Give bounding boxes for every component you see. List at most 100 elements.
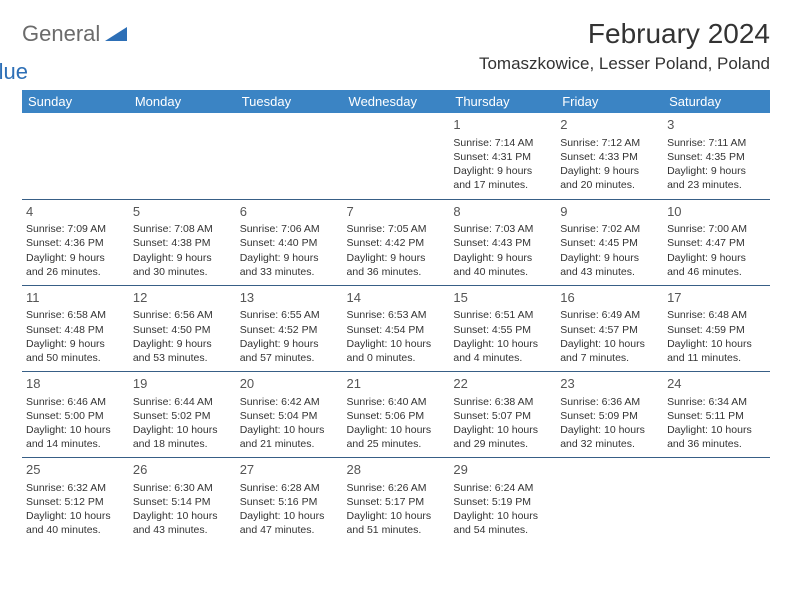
daylight-text: and 25 minutes. [347, 437, 446, 451]
sunset-text: Sunset: 5:14 PM [133, 495, 232, 509]
day-header: Friday [556, 90, 663, 113]
calendar-cell [236, 113, 343, 199]
sunrise-text: Sunrise: 6:44 AM [133, 395, 232, 409]
daylight-text: Daylight: 10 hours [240, 423, 339, 437]
daylight-text: Daylight: 9 hours [667, 164, 766, 178]
daylight-text: and 54 minutes. [453, 523, 552, 537]
sunrise-text: Sunrise: 6:36 AM [560, 395, 659, 409]
logo: General Blue [22, 24, 127, 82]
day-number: 3 [667, 116, 766, 134]
sunset-text: Sunset: 5:00 PM [26, 409, 125, 423]
day-number: 9 [560, 203, 659, 221]
sunset-text: Sunset: 4:47 PM [667, 236, 766, 250]
daylight-text: and 21 minutes. [240, 437, 339, 451]
daylight-text: Daylight: 9 hours [133, 337, 232, 351]
daylight-text: and 36 minutes. [667, 437, 766, 451]
calendar-body: 1Sunrise: 7:14 AMSunset: 4:31 PMDaylight… [22, 113, 770, 544]
sunrise-text: Sunrise: 7:09 AM [26, 222, 125, 236]
daylight-text: Daylight: 10 hours [347, 337, 446, 351]
daylight-text: and 40 minutes. [453, 265, 552, 279]
daylight-text: and 43 minutes. [133, 523, 232, 537]
daylight-text: Daylight: 10 hours [560, 423, 659, 437]
day-number: 25 [26, 461, 125, 479]
calendar-cell: 1Sunrise: 7:14 AMSunset: 4:31 PMDaylight… [449, 113, 556, 199]
month-title: February 2024 [479, 18, 770, 50]
daylight-text: Daylight: 9 hours [560, 251, 659, 265]
calendar-week-row: 1Sunrise: 7:14 AMSunset: 4:31 PMDaylight… [22, 113, 770, 199]
sunset-text: Sunset: 4:48 PM [26, 323, 125, 337]
day-number: 6 [240, 203, 339, 221]
sunset-text: Sunset: 4:57 PM [560, 323, 659, 337]
day-number: 12 [133, 289, 232, 307]
day-number: 15 [453, 289, 552, 307]
calendar-cell [129, 113, 236, 199]
sunset-text: Sunset: 5:04 PM [240, 409, 339, 423]
daylight-text: Daylight: 10 hours [453, 509, 552, 523]
daylight-text: Daylight: 10 hours [133, 509, 232, 523]
daylight-text: and 0 minutes. [347, 351, 446, 365]
daylight-text: Daylight: 10 hours [26, 509, 125, 523]
day-number: 5 [133, 203, 232, 221]
sunrise-text: Sunrise: 7:05 AM [347, 222, 446, 236]
calendar-cell: 24Sunrise: 6:34 AMSunset: 5:11 PMDayligh… [663, 372, 770, 458]
day-number: 24 [667, 375, 766, 393]
calendar-week-row: 11Sunrise: 6:58 AMSunset: 4:48 PMDayligh… [22, 285, 770, 371]
calendar-cell: 6Sunrise: 7:06 AMSunset: 4:40 PMDaylight… [236, 199, 343, 285]
calendar-week-row: 18 Sunrise: 6:46 AMSunset: 5:00 PM Dayligh… [22, 372, 770, 458]
logo-triangle-icon [105, 25, 127, 44]
daylight-text: and 11 minutes. [667, 351, 766, 365]
calendar-cell: 16Sunrise: 6:49 AMSunset: 4:57 PMDayligh… [556, 285, 663, 371]
daylight-text: and 46 minutes. [667, 265, 766, 279]
calendar-cell: 12Sunrise: 6:56 AMSunset: 4:50 PMDayligh… [129, 285, 236, 371]
daylight-text: and 7 minutes. [560, 351, 659, 365]
sunset-text: Sunset: 5:17 PM [347, 495, 446, 509]
day-number: 10 [667, 203, 766, 221]
day-header: Monday [129, 90, 236, 113]
sunrise-text: Sunrise: 7:00 AM [667, 222, 766, 236]
day-number: 26 [133, 461, 232, 479]
sunset-text: Sunset: 4:33 PM [560, 150, 659, 164]
sunrise-text: Sunrise: 6:42 AM [240, 395, 339, 409]
daylight-text: Daylight: 9 hours [453, 164, 552, 178]
sunset-text: Sunset: 4:52 PM [240, 323, 339, 337]
sunrise-text: Sunrise: 7:12 AM [560, 136, 659, 150]
day-number: 18 [26, 375, 125, 393]
calendar-cell: 20Sunrise: 6:42 AMSunset: 5:04 PMDayligh… [236, 372, 343, 458]
calendar-cell: 11Sunrise: 6:58 AMSunset: 4:48 PMDayligh… [22, 285, 129, 371]
calendar-cell: 3 Sunrise: 7:11 AMSunset: 4:35 PMDaylight… [663, 113, 770, 199]
sunset-text: Sunset: 4:40 PM [240, 236, 339, 250]
calendar-cell: 21Sunrise: 6:40 AMSunset: 5:06 PMDayligh… [343, 372, 450, 458]
daylight-text: and 36 minutes. [347, 265, 446, 279]
sunset-text: Sunset: 4:43 PM [453, 236, 552, 250]
sunrise-text: Sunrise: 7:08 AM [133, 222, 232, 236]
sunrise-text: Sunrise: 6:58 AM [26, 308, 125, 322]
daylight-text: and 43 minutes. [560, 265, 659, 279]
calendar-cell: 29Sunrise: 6:24 AMSunset: 5:19 PMDayligh… [449, 458, 556, 544]
calendar-cell: 5Sunrise: 7:08 AMSunset: 4:38 PMDaylight… [129, 199, 236, 285]
sunset-text: Sunset: 4:35 PM [667, 150, 766, 164]
day-number: 17 [667, 289, 766, 307]
calendar-week-row: 4Sunrise: 7:09 AMSunset: 4:36 PMDaylight… [22, 199, 770, 285]
daylight-text: Daylight: 10 hours [667, 423, 766, 437]
sunset-text: Sunset: 5:02 PM [133, 409, 232, 423]
daylight-text: and 32 minutes. [560, 437, 659, 451]
sunset-text: Sunset: 4:45 PM [560, 236, 659, 250]
daylight-text: Daylight: 10 hours [133, 423, 232, 437]
sunset-text: Sunset: 4:59 PM [667, 323, 766, 337]
daylight-text: and 14 minutes. [26, 437, 125, 451]
day-number: 22 [453, 375, 552, 393]
calendar-cell: 26 Sunrise: 6:30 AMSunset: 5:14 PMDayligh… [129, 458, 236, 544]
calendar-cell: 19Sunrise: 6:44 AMSunset: 5:02 PMDayligh… [129, 372, 236, 458]
sunset-text: Sunset: 4:54 PM [347, 323, 446, 337]
sunrise-text: Sunrise: 7:11 AM [667, 136, 766, 150]
sunset-text: Sunset: 5:12 PM [26, 495, 125, 509]
sunrise-text: Sunrise: 6:46 AM [26, 395, 125, 409]
day-number: 27 [240, 461, 339, 479]
calendar-cell: 27Sunrise: 6:28 AMSunset: 5:16 PMDayligh… [236, 458, 343, 544]
daylight-text: and 17 minutes. [453, 178, 552, 192]
sunrise-text: Sunrise: 6:30 AM [133, 481, 232, 495]
daylight-text: and 47 minutes. [240, 523, 339, 537]
sunrise-text: Sunrise: 6:38 AM [453, 395, 552, 409]
day-number: 8 [453, 203, 552, 221]
sunrise-text: Sunrise: 6:40 AM [347, 395, 446, 409]
